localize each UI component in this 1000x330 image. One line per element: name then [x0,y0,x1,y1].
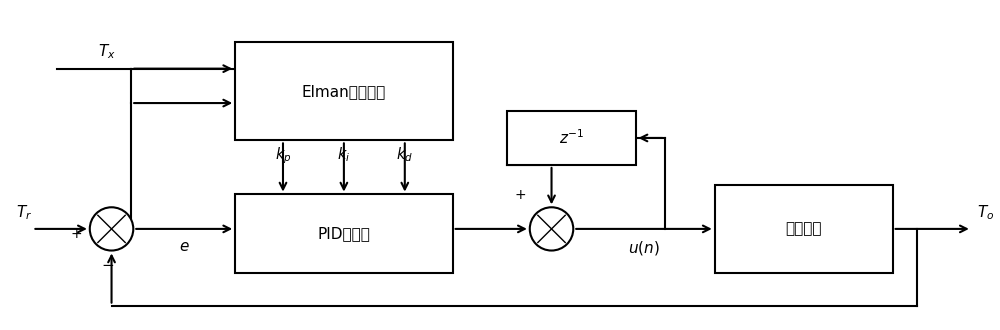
Text: $T_r$: $T_r$ [16,203,33,222]
Text: $u(n)$: $u(n)$ [628,239,660,257]
Circle shape [90,207,133,250]
Bar [715,185,893,273]
Text: $z^{-1}$: $z^{-1}$ [559,129,584,147]
Text: $k_d$: $k_d$ [396,145,413,164]
Text: $T_x$: $T_x$ [98,42,115,61]
Text: $T_o$: $T_o$ [977,203,994,222]
Text: +: + [514,188,526,202]
Bar [507,111,636,165]
Text: Elman神经网络: Elman神经网络 [302,84,386,99]
Text: +: + [70,227,82,241]
Text: $k_i$: $k_i$ [337,145,351,164]
Text: PID控制器: PID控制器 [317,226,370,241]
Bar [235,194,453,273]
Circle shape [530,207,573,250]
Text: $e$: $e$ [179,239,190,254]
Text: −: − [101,258,114,273]
Bar [235,42,453,141]
Text: 被控对象: 被控对象 [785,221,822,236]
Text: $k_p$: $k_p$ [275,145,291,166]
